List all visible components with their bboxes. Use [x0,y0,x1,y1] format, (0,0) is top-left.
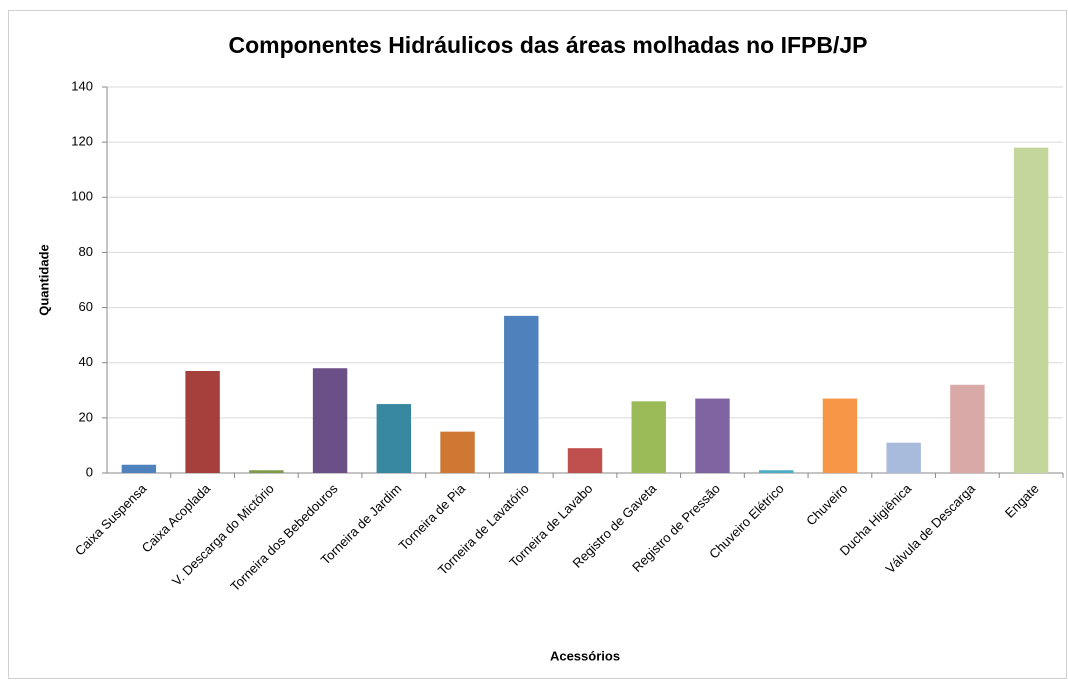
y-tick-label: 120 [71,134,93,149]
chart-title: Componentes Hidráulicos das áreas molhad… [228,32,867,58]
y-tick-label: 0 [86,464,93,479]
bar [249,470,284,473]
bar [886,442,921,473]
bar [440,431,475,473]
bar [376,404,412,473]
y-tick-label: 20 [79,409,93,424]
bar [695,398,730,473]
y-tick-label: 80 [79,244,93,259]
bar [312,368,348,473]
bar [185,370,220,473]
bar [950,384,985,473]
y-tick-label: 140 [71,78,93,93]
bar [631,401,666,473]
bar [567,448,603,473]
bar [758,470,794,473]
y-tick-label: 100 [71,189,93,204]
bar [1013,147,1049,473]
y-axis-label: Quantidade [36,244,51,316]
x-axis-label: Acessórios [550,648,620,663]
y-tick-label: 40 [79,354,93,369]
bar [504,315,539,473]
bar [822,398,858,473]
bar [121,464,157,473]
y-tick-label: 60 [79,299,93,314]
